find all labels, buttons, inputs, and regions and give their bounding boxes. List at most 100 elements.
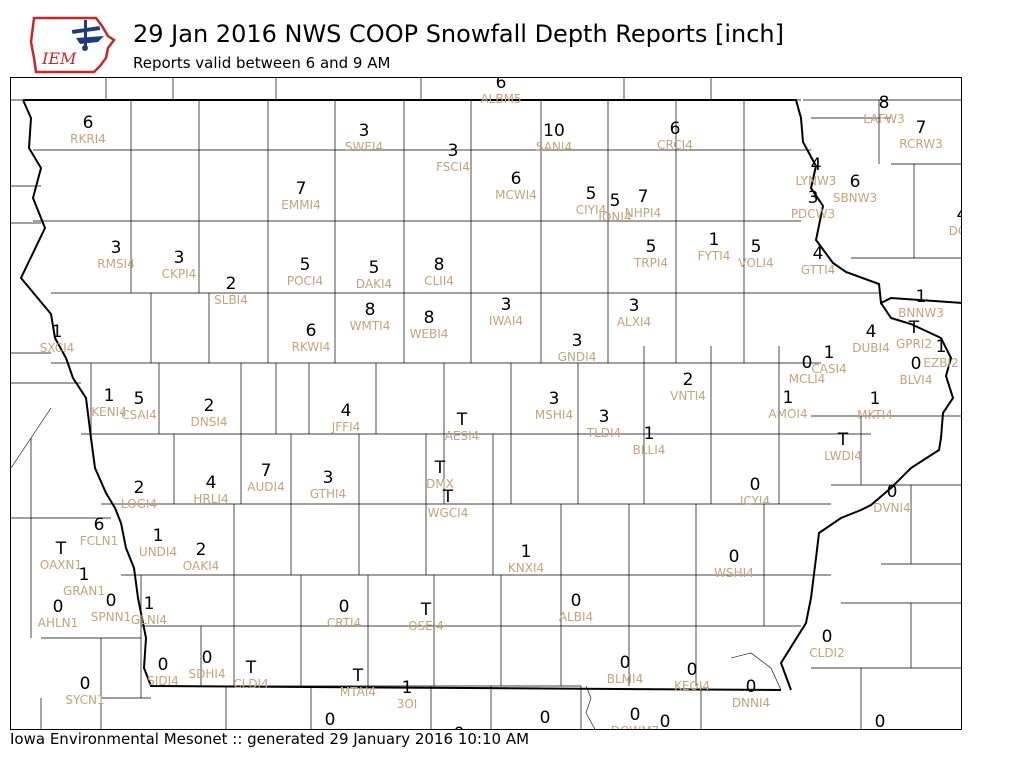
station-id: SXCI4 xyxy=(40,341,75,355)
station-id: FYTI4 xyxy=(698,249,731,263)
station-id: BLLI4 xyxy=(633,443,666,457)
station-id: EMMI4 xyxy=(281,198,320,212)
snow-depth-value: 0 xyxy=(158,655,169,675)
station-id: CASI4 xyxy=(811,362,846,376)
station-id: WEBI4 xyxy=(410,327,449,341)
map-subtitle: Reports valid between 6 and 9 AM xyxy=(133,54,391,72)
station-report: 4DGV xyxy=(949,205,961,238)
snow-depth-value: 6 xyxy=(496,78,507,93)
station-id: RKWI4 xyxy=(292,340,331,354)
station-id: BLMI4 xyxy=(607,672,643,686)
snow-depth-value: 8 xyxy=(424,308,435,328)
station-id: SYCN1 xyxy=(65,693,104,707)
station-id: SLBI4 xyxy=(214,293,248,307)
station-id: 3OI xyxy=(397,697,418,711)
station-id: ALBM5 xyxy=(480,92,521,106)
snow-depth-value: 3 xyxy=(448,141,459,161)
station-id: SBNW3 xyxy=(833,191,877,205)
station-id: SIDI4 xyxy=(147,674,179,688)
station-id: TLDI4 xyxy=(586,426,621,440)
station-id: GRAN1 xyxy=(63,584,105,598)
station-id: UNVM7 xyxy=(523,727,567,730)
snow-depth-value: 10 xyxy=(543,121,565,141)
station-id: LOGI4 xyxy=(121,497,157,511)
station-id: CLII4 xyxy=(424,274,454,288)
snow-depth-value: 0 xyxy=(325,710,336,730)
snow-depth-value: 7 xyxy=(261,461,272,481)
snow-depth-value: 3 xyxy=(572,331,583,351)
station-id: MTAI4 xyxy=(340,685,376,699)
snow-depth-value: 5 xyxy=(369,258,380,278)
station-id: RKRI4 xyxy=(70,132,106,146)
station-id: WSHI4 xyxy=(714,566,754,580)
snow-depth-value: 7 xyxy=(916,118,927,138)
station-id: ICYI4 xyxy=(740,494,770,508)
station-report: 0 xyxy=(454,724,465,729)
snow-depth-value: 5 xyxy=(610,191,621,211)
station-id: MKTI4 xyxy=(857,408,893,422)
map-panel[interactable]: 6 ALBM5 8 LAFW3 6 RKRI4 3 SWEI4 10 SANI4 6 CRCI4 7 RC… xyxy=(10,77,962,730)
station-id: MSHI4 xyxy=(535,408,573,422)
snow-depth-value: 0 xyxy=(53,597,64,617)
station-id: DNSI4 xyxy=(190,415,227,429)
snow-depth-value: 4 xyxy=(813,244,824,264)
station-id: DVNI4 xyxy=(873,501,910,515)
snow-depth-value: 0 xyxy=(540,708,551,728)
station-id: MCWI4 xyxy=(495,188,537,202)
snow-depth-value: 3 xyxy=(111,238,122,258)
snow-depth-value: T xyxy=(434,458,446,478)
snow-depth-value: T xyxy=(352,666,364,686)
station-id: DMX xyxy=(426,477,454,491)
station-id: IWAI4 xyxy=(489,314,523,328)
snow-depth-value: 1 xyxy=(153,526,164,546)
snow-depth-value: 3 xyxy=(359,121,370,141)
snow-depth-value: 1 xyxy=(870,389,881,409)
snow-depth-value: 0 xyxy=(875,712,886,730)
snow-depth-value: 0 xyxy=(80,674,91,694)
snow-depth-value: 0 xyxy=(746,677,757,697)
snow-depth-value: 1 xyxy=(916,287,927,307)
snow-depth-value: 7 xyxy=(638,187,649,207)
snow-depth-value: T xyxy=(456,410,468,430)
station-id: RCRW3 xyxy=(899,137,942,151)
snow-depth-value: 1 xyxy=(521,542,532,562)
snow-depth-value: 6 xyxy=(511,169,522,189)
snow-depth-value: T xyxy=(837,430,849,450)
snow-depth-value: 3 xyxy=(174,248,185,268)
